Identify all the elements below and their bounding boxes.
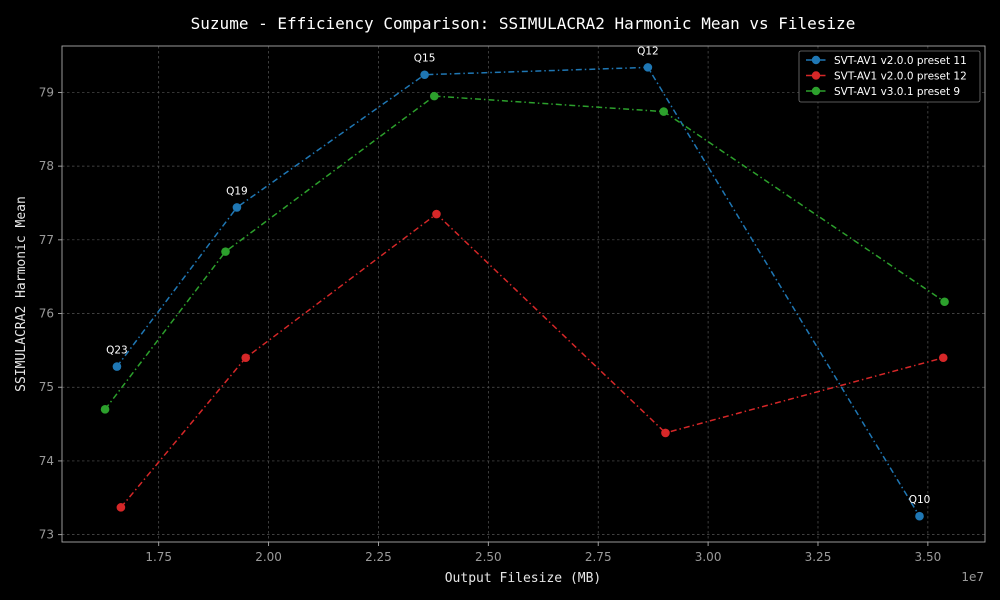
annotations: Q23 Q19 Q15 Q12 Q10 <box>106 45 930 506</box>
data-point <box>659 107 669 116</box>
chart-title: Suzume - Efficiency Comparison: SSIMULAC… <box>191 14 856 33</box>
series-preset11 <box>112 63 924 521</box>
grid <box>62 46 985 542</box>
legend: SVT-AV1 v2.0.0 preset 11 SVT-AV1 v2.0.0 … <box>798 50 981 103</box>
y-axis-label: SSIMULACRA2 Harmonic Mean <box>14 196 29 392</box>
data-point <box>429 91 439 101</box>
data-point <box>432 209 441 219</box>
plot-frame <box>61 45 986 543</box>
legend-marker-preset9 <box>811 86 821 96</box>
data-point <box>661 428 670 438</box>
data-point <box>232 203 242 212</box>
annotation-label: Q23 <box>106 345 128 357</box>
annotation-label: Q19 <box>226 185 248 197</box>
data-point <box>112 362 122 371</box>
annotation-label: Q10 <box>909 494 931 506</box>
x-tick-label: 2.50 <box>475 550 502 564</box>
y-axis-ticks: 73 74 75 76 77 78 79 <box>39 85 62 542</box>
x-axis-ticks: 1.75 2.00 2.25 2.50 2.75 3.00 3.25 3.50 <box>145 542 941 564</box>
data-point <box>420 70 429 80</box>
legend-marker-preset11 <box>811 55 821 65</box>
y-tick-label: 78 <box>39 159 54 173</box>
legend-label-preset12: SVT-AV1 v2.0.0 preset 12 <box>834 71 967 83</box>
legend-marker-preset12 <box>811 71 821 80</box>
data-point <box>221 247 230 256</box>
series-line-preset11 <box>116 66 921 517</box>
x-tick-label: 1.75 <box>145 550 172 564</box>
legend-label-preset9: SVT-AV1 v3.0.1 preset 9 <box>834 86 960 98</box>
legend-entry-preset12: SVT-AV1 v2.0.0 preset 12 <box>806 71 967 83</box>
legend-entry-preset9: SVT-AV1 v3.0.1 preset 9 <box>806 86 960 98</box>
x-tick-label: 3.25 <box>805 550 832 564</box>
data-point <box>100 405 110 414</box>
y-tick-label: 74 <box>39 454 54 468</box>
data-point <box>241 353 251 363</box>
x-tick-label: 2.00 <box>255 550 282 564</box>
legend-entry-preset11: SVT-AV1 v2.0.0 preset 11 <box>806 55 967 67</box>
y-tick-label: 73 <box>39 528 54 542</box>
data-point <box>643 63 653 72</box>
x-axis-offset-label: 1e7 <box>961 570 984 584</box>
data-point <box>915 511 924 521</box>
series-line-preset9 <box>104 95 946 410</box>
x-tick-label: 2.75 <box>585 550 612 564</box>
y-tick-label: 79 <box>39 85 54 99</box>
x-tick-label: 3.50 <box>915 550 942 564</box>
series-preset12 <box>116 209 948 512</box>
x-axis-label: Output Filesize (MB) <box>445 571 602 586</box>
legend-frame <box>798 50 981 103</box>
y-tick-label: 75 <box>39 380 54 394</box>
series-group <box>100 63 949 521</box>
y-tick-label: 77 <box>39 233 54 247</box>
y-tick-label: 76 <box>39 307 54 321</box>
legend-label-preset11: SVT-AV1 v2.0.0 preset 11 <box>834 55 967 67</box>
x-tick-label: 3.00 <box>695 550 722 564</box>
annotation-label: Q15 <box>414 53 436 65</box>
data-point <box>938 353 948 363</box>
annotation-label: Q12 <box>637 45 659 57</box>
series-preset9 <box>100 91 949 414</box>
data-point <box>940 297 949 307</box>
x-tick-label: 2.25 <box>365 550 392 564</box>
data-point <box>116 503 126 512</box>
